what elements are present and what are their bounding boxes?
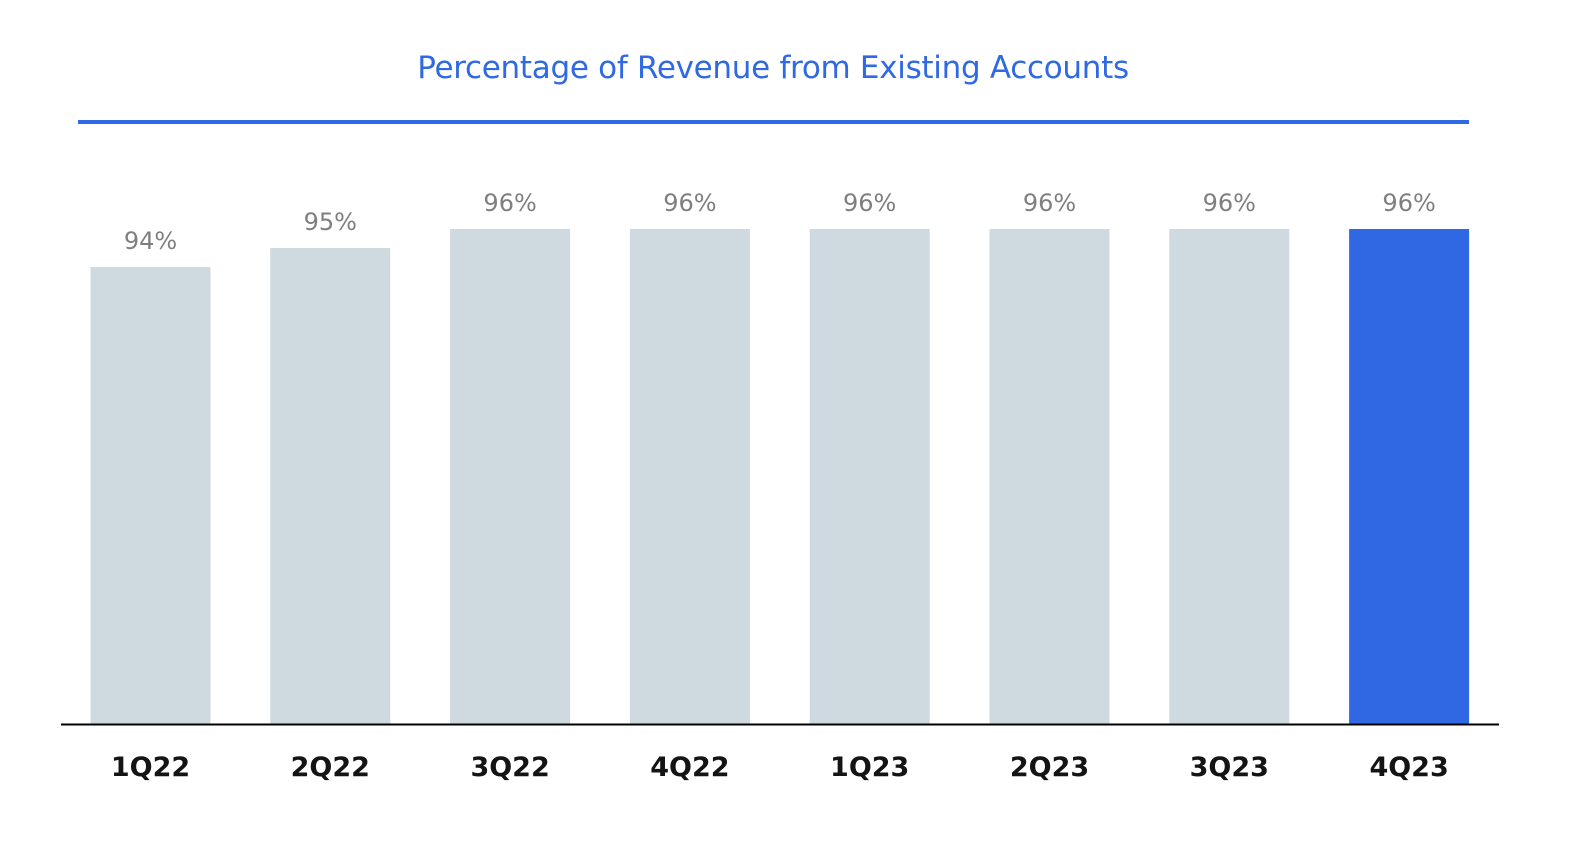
bar-3q23 bbox=[1169, 229, 1290, 724]
category-label-2q23: 2Q23 bbox=[1010, 752, 1089, 783]
category-label-4q23: 4Q23 bbox=[1369, 752, 1448, 783]
title-underline bbox=[78, 120, 1469, 124]
value-label-2q22: 95% bbox=[304, 208, 357, 236]
value-label-4q22: 96% bbox=[663, 189, 716, 217]
bar-2q22 bbox=[270, 248, 391, 725]
bar-4q23 bbox=[1349, 229, 1470, 724]
category-label-3q22: 3Q22 bbox=[470, 752, 549, 783]
category-label-4q22: 4Q22 bbox=[650, 752, 729, 783]
value-labels-group: 94% 95% 96% 96% 96% 96% 96% 96% bbox=[124, 189, 1436, 255]
chart-title: Percentage of Revenue from Existing Acco… bbox=[417, 50, 1129, 86]
category-label-1q23: 1Q23 bbox=[830, 752, 909, 783]
bar-3q22 bbox=[450, 229, 571, 724]
category-labels-group: 1Q22 2Q22 3Q22 4Q22 1Q23 2Q23 3Q23 4Q23 bbox=[111, 752, 1449, 783]
value-label-3q22: 96% bbox=[483, 189, 536, 217]
category-label-1q22: 1Q22 bbox=[111, 752, 190, 783]
bars-group bbox=[90, 229, 1470, 725]
category-label-2q22: 2Q22 bbox=[291, 752, 370, 783]
bar-4q22 bbox=[629, 229, 750, 724]
category-label-3q23: 3Q23 bbox=[1190, 752, 1269, 783]
bar-2q23 bbox=[989, 229, 1110, 724]
bar-1q22 bbox=[90, 267, 211, 724]
value-label-2q23: 96% bbox=[1023, 189, 1076, 217]
value-label-1q23: 96% bbox=[843, 189, 896, 217]
value-label-1q22: 94% bbox=[124, 227, 177, 255]
value-label-4q23: 96% bbox=[1382, 189, 1435, 217]
bar-1q23 bbox=[809, 229, 930, 724]
value-label-3q23: 96% bbox=[1203, 189, 1256, 217]
